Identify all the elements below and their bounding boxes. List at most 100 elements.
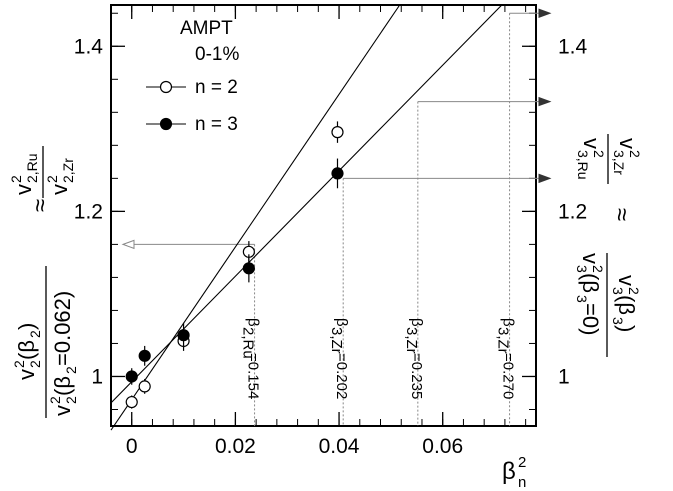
svg-text:3: 3	[610, 317, 626, 325]
legend-entry-n2: n = 2	[146, 77, 238, 98]
beta-label-sub: 3,Zr	[328, 327, 345, 354]
x-tick-label: 0.02	[215, 435, 256, 458]
y-tick-label-left: 1.4	[74, 35, 104, 58]
legend-entry-n3: n = 3	[146, 114, 238, 135]
svg-text:): )	[14, 323, 39, 330]
y-tick-label-left: 1.2	[74, 200, 103, 223]
guide-lines	[254, 13, 511, 426]
svg-text:3: 3	[574, 265, 590, 273]
svg-text:3: 3	[574, 295, 590, 303]
beta-label: β3,Zr=0.202	[328, 318, 350, 399]
right-approx: ≈	[608, 208, 635, 221]
svg-text:): )	[614, 325, 639, 332]
svg-text:2,Zr: 2,Zr	[60, 158, 76, 183]
svg-text:(β: (β	[614, 295, 639, 315]
legend-n2-label: n = 2	[195, 77, 238, 98]
y-tick-label-right: 1	[558, 365, 570, 388]
svg-text:2: 2	[627, 150, 643, 158]
data-point-n3	[331, 167, 344, 180]
svg-text:3: 3	[610, 287, 626, 295]
beta-label: β3,Zr=0.270	[495, 318, 517, 399]
data-point-n3	[125, 370, 138, 383]
svg-text:v: v	[614, 275, 639, 286]
svg-text:v: v	[578, 253, 603, 264]
legend-subtitle: 0-1%	[195, 44, 239, 65]
axis-ticks: 0 0.02 0.04 0.06 1 1 1.2 1.2 1.4 1.4	[74, 5, 588, 458]
arrow-head-open	[121, 239, 135, 250]
beta-label-symbol: β	[408, 318, 425, 327]
svg-text:v: v	[47, 184, 72, 195]
beta-label-value: =0.235	[408, 353, 425, 399]
plot-frame	[110, 4, 537, 427]
arrow-head-filled	[538, 96, 552, 107]
svg-text:=0): =0)	[578, 303, 603, 335]
svg-text:2: 2	[63, 396, 79, 404]
svg-text:2: 2	[11, 360, 27, 368]
data-point-n3	[138, 349, 151, 362]
beta-annotations: β2,Ru=0.154β3,Zr=0.202β3,Zr=0.235β3,Zr=0…	[240, 318, 517, 399]
svg-text:2: 2	[27, 330, 43, 338]
y-tick-label-right: 1.2	[558, 200, 587, 223]
svg-text:2: 2	[590, 265, 606, 273]
svg-text:2,Ru: 2,Ru	[24, 153, 40, 183]
svg-text:v: v	[14, 369, 39, 380]
legend-n2-marker	[159, 80, 173, 94]
beta-label-sub: 3,Zr	[403, 327, 420, 354]
x-axis-title: β n 2	[502, 454, 526, 491]
svg-text:2: 2	[8, 175, 24, 183]
beta-label-sub: 2,Ru	[240, 327, 257, 359]
beta-label-symbol: β	[500, 318, 517, 327]
svg-text:2: 2	[47, 396, 63, 404]
svg-text:3,Zr: 3,Zr	[611, 150, 627, 175]
legend-n3-label: n = 3	[195, 114, 238, 135]
x-tick-label: 0	[126, 435, 138, 458]
beta-label-value: =0.154	[245, 353, 262, 399]
svg-text:2: 2	[591, 150, 607, 158]
legend-n3-marker	[159, 117, 173, 131]
right-title-fraction-top: v 2 3,Zr v 2 3,Ru	[575, 134, 643, 184]
data-point-n3	[242, 262, 255, 275]
svg-text:2: 2	[27, 360, 43, 368]
svg-text:v: v	[615, 138, 640, 149]
y-axis-title-left: v 2 2,Ru v 2 2,Zr ≈ v 2 2 (β 2 ) v 2 2 (…	[8, 146, 79, 418]
svg-text:(β: (β	[50, 376, 75, 396]
data-point-n2	[138, 380, 151, 393]
beta-label-value: =0.202	[333, 353, 350, 399]
left-approx: ≈	[27, 199, 54, 212]
beta-label-symbol: β	[245, 318, 262, 327]
left-title-fraction-bottom: v 2 2 (β 2 ) v 2 2 (β 2 =0.062)	[11, 266, 79, 418]
data-point-n3	[177, 329, 190, 342]
arrows	[121, 8, 552, 250]
fit-line-series-0	[110, 4, 401, 431]
svg-text:(β: (β	[578, 273, 603, 293]
svg-text:n: n	[518, 474, 526, 491]
y-tick-label-right: 1.4	[558, 35, 588, 58]
svg-text:β: β	[502, 458, 516, 485]
svg-text:v: v	[50, 405, 75, 416]
data-point-n2	[125, 395, 138, 409]
beta-label-symbol: β	[333, 318, 350, 327]
left-title-fraction-top: v 2 2,Ru v 2 2,Zr	[8, 146, 76, 198]
svg-text:2: 2	[626, 287, 642, 295]
arrow-head-filled	[538, 173, 552, 184]
beta-label-value: =0.270	[500, 353, 517, 399]
beta-label: β3,Zr=0.235	[403, 318, 425, 399]
right-title-fraction-bottom: v 2 3 (β 3 ) v 2 3 (β 3 =0)	[574, 253, 642, 357]
data-point-n2	[331, 126, 344, 139]
legend-title: AMPT	[180, 18, 233, 39]
svg-text:2: 2	[63, 366, 79, 374]
fit-line-series-1	[110, 4, 503, 404]
beta-label: β2,Ru=0.154	[240, 318, 262, 399]
svg-text:2: 2	[44, 175, 60, 183]
y-axis-title-right: v 2 3,Zr v 2 3,Ru ≈ v 2 3 (β 3 ) v 2 3 (…	[574, 134, 643, 357]
svg-text:3,Ru: 3,Ru	[575, 150, 591, 180]
y-tick-label-left: 1	[91, 365, 103, 388]
svg-text:=0.062): =0.062)	[50, 291, 75, 366]
svg-text:(β: (β	[14, 340, 39, 360]
svg-text:2: 2	[518, 454, 526, 471]
arrow-head-filled	[538, 8, 552, 18]
x-tick-label: 0.06	[422, 435, 463, 458]
data-points	[125, 121, 344, 409]
x-tick-label: 0.04	[319, 435, 360, 458]
